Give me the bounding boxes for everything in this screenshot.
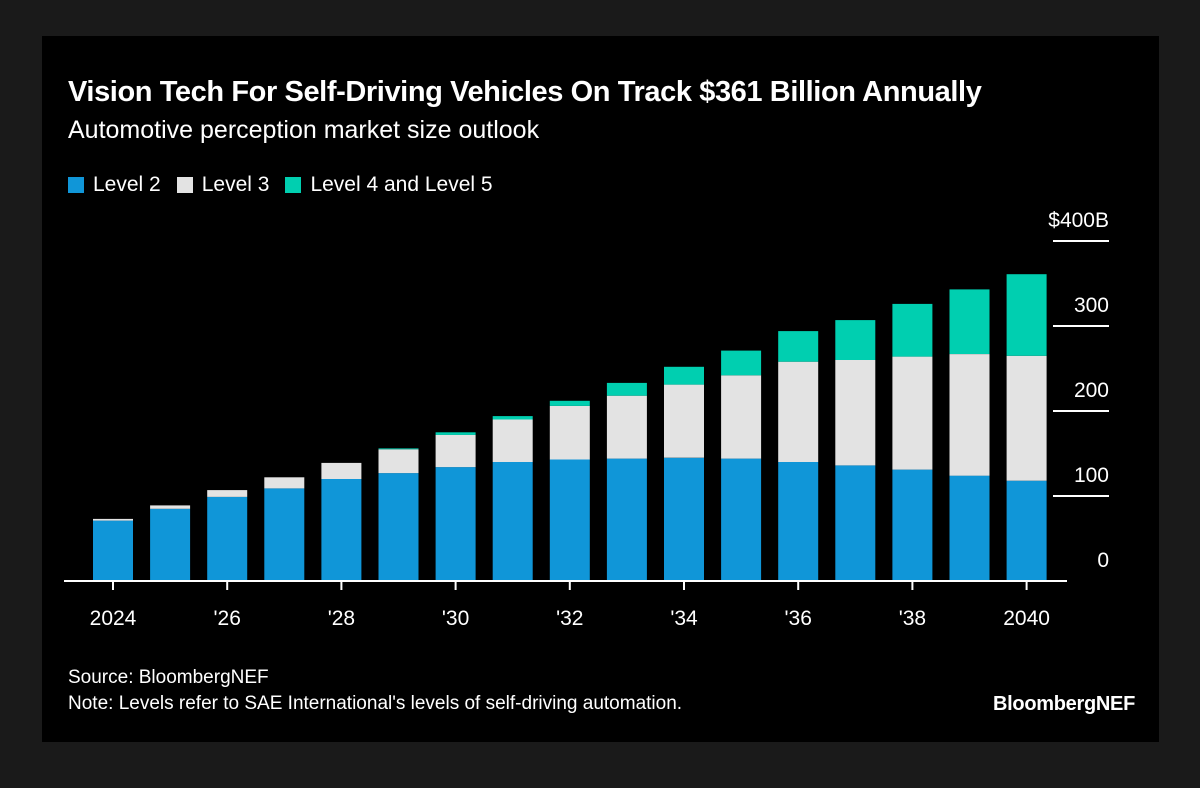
bar-2025-level-3 bbox=[150, 505, 191, 509]
bar-stack-2027 bbox=[264, 477, 305, 581]
bar-stack-2024 bbox=[93, 518, 133, 581]
bar-2040-level-2 bbox=[1006, 480, 1047, 581]
bar-2027-level-3 bbox=[264, 477, 305, 489]
legend-swatch-level-4-5 bbox=[285, 177, 302, 193]
legend-label-level-4-5: Level 4 and Level 5 bbox=[310, 173, 493, 196]
x-tick-label-2026: '26 bbox=[214, 607, 241, 630]
bar-2035-level-4-and-level-5 bbox=[721, 350, 762, 376]
x-tick-label-2028: '28 bbox=[328, 607, 355, 630]
bar-2032-level-2 bbox=[549, 459, 590, 581]
bar-2027-level-2 bbox=[264, 488, 305, 581]
y-tick-label-100: 100 bbox=[1074, 464, 1109, 487]
chart-title: Vision Tech For Self-Driving Vehicles On… bbox=[68, 76, 982, 108]
axis-layer: 2024 '26 '28 '30 '32 '34 '36 '38 2040 $400B 300 200… bbox=[64, 209, 1109, 630]
bar-2034-level-2 bbox=[664, 457, 704, 582]
legend-swatch-level-3 bbox=[176, 177, 193, 193]
legend-item-level-4-5: Level 4 and Level 5 bbox=[285, 173, 493, 197]
bar-2034-level-4-and-level-5 bbox=[664, 366, 704, 385]
bar-2025-level-2 bbox=[150, 508, 191, 582]
bar-2028-level-3 bbox=[321, 462, 362, 479]
bar-stack-2037 bbox=[835, 320, 876, 581]
bar-stack-2029 bbox=[378, 448, 419, 581]
legend-label-level-2: Level 2 bbox=[93, 173, 161, 196]
bar-2040-level-3 bbox=[1006, 355, 1047, 481]
bar-2038-level-3 bbox=[892, 356, 933, 470]
bar-stack-2034 bbox=[664, 366, 704, 582]
bar-stack-2032 bbox=[549, 400, 590, 581]
legend-item-level-2: Level 2 bbox=[68, 173, 161, 197]
x-tick-label-2032: '32 bbox=[556, 607, 583, 630]
bar-stack-2030 bbox=[435, 432, 476, 581]
bar-stack-2039 bbox=[949, 289, 990, 581]
legend-label-level-3: Level 3 bbox=[201, 173, 270, 196]
legend: Level 2 Level 3 Level 4 and Level 5 bbox=[68, 173, 509, 197]
bar-2030-level-2 bbox=[435, 467, 476, 581]
bar-stack-2031 bbox=[492, 416, 533, 581]
bar-2035-level-2 bbox=[721, 458, 762, 581]
bar-2040-level-4-and-level-5 bbox=[1006, 274, 1047, 356]
bar-2038-level-2 bbox=[892, 469, 933, 581]
bar-stack-2028 bbox=[321, 462, 362, 581]
bar-2034-level-3 bbox=[664, 384, 704, 458]
bar-2039-level-2 bbox=[949, 475, 990, 581]
y-tick-label-200: 200 bbox=[1074, 379, 1109, 402]
bar-stack-2036 bbox=[778, 331, 819, 581]
x-tick-label-2036: '36 bbox=[785, 607, 812, 630]
bar-2032-level-3 bbox=[549, 405, 590, 460]
bar-2024-level-2 bbox=[93, 520, 133, 581]
bar-2037-level-2 bbox=[835, 465, 876, 581]
legend-item-level-3: Level 3 bbox=[176, 173, 270, 197]
bar-2030-level-4-and-level-5 bbox=[435, 432, 476, 435]
bloombergnef-logo: BloombergNEF bbox=[993, 693, 1135, 715]
y-tick-label-400: $400B bbox=[1048, 209, 1109, 232]
x-tick-label-2034: '34 bbox=[670, 607, 698, 630]
bar-2032-level-4-and-level-5 bbox=[549, 400, 590, 406]
bar-2031-level-2 bbox=[492, 462, 533, 581]
bar-2036-level-3 bbox=[778, 361, 819, 462]
bar-2036-level-4-and-level-5 bbox=[778, 331, 819, 362]
bar-2037-level-4-and-level-5 bbox=[835, 320, 876, 360]
bar-2029-level-4-and-level-5 bbox=[378, 448, 419, 450]
bar-2033-level-4-and-level-5 bbox=[606, 382, 647, 396]
bar-2039-level-3 bbox=[949, 354, 990, 476]
bars-layer bbox=[93, 274, 1047, 582]
bar-2026-level-3 bbox=[207, 490, 248, 497]
bar-2030-level-3 bbox=[435, 434, 476, 468]
bar-2026-level-2 bbox=[207, 496, 248, 581]
bar-stack-2033 bbox=[606, 382, 647, 581]
y-tick-label-300: 300 bbox=[1074, 294, 1109, 317]
bar-2024-level-3 bbox=[93, 518, 133, 521]
chart-subtitle: Automotive perception market size outloo… bbox=[68, 116, 540, 144]
legend-swatch-level-2 bbox=[68, 177, 84, 193]
bar-2033-level-3 bbox=[606, 395, 647, 459]
bar-2036-level-2 bbox=[778, 462, 819, 581]
bar-2029-level-3 bbox=[378, 449, 419, 474]
footnote: Note: Levels refer to SAE International'… bbox=[68, 693, 683, 714]
x-tick-label-2038: '38 bbox=[899, 607, 926, 630]
bar-stack-2026 bbox=[207, 490, 248, 581]
bar-2029-level-2 bbox=[378, 473, 419, 581]
y-tick-label-0: 0 bbox=[1097, 549, 1109, 572]
bar-2037-level-3 bbox=[835, 360, 876, 466]
bar-2028-level-2 bbox=[321, 479, 362, 581]
bar-2031-level-4-and-level-5 bbox=[492, 416, 533, 420]
x-tick-label-2030: '30 bbox=[442, 607, 469, 630]
bar-stack-2038 bbox=[892, 303, 933, 581]
bar-2038-level-4-and-level-5 bbox=[892, 303, 933, 357]
bar-2033-level-2 bbox=[606, 458, 647, 581]
chart-panel: Vision Tech For Self-Driving Vehicles On… bbox=[42, 36, 1159, 742]
x-tick-label-2040: 2040 bbox=[1003, 607, 1050, 630]
source-note: Source: BloombergNEF bbox=[68, 667, 269, 688]
bar-stack-2040 bbox=[1006, 274, 1047, 581]
chart-plot: 2024 '26 '28 '30 '32 '34 '36 '38 2040 $400B 300 200… bbox=[64, 209, 1109, 630]
x-tick-label-2024: 2024 bbox=[90, 607, 137, 630]
bar-stack-2035 bbox=[721, 350, 762, 581]
bar-2039-level-4-and-level-5 bbox=[949, 289, 990, 354]
bar-2035-level-3 bbox=[721, 375, 762, 459]
bar-stack-2025 bbox=[150, 505, 191, 582]
bar-2031-level-3 bbox=[492, 419, 533, 462]
